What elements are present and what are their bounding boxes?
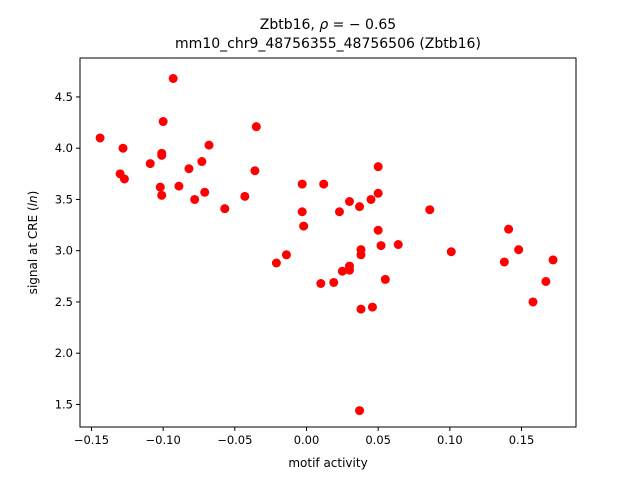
data-point [393, 240, 403, 250]
data-point [367, 302, 377, 312]
data-point [373, 188, 383, 198]
data-point [190, 194, 200, 204]
x-axis-label: motif activity [288, 456, 367, 470]
data-point [355, 406, 365, 416]
y-tick-label: 2.5 [55, 295, 73, 309]
y-tick-label: 3.5 [55, 192, 73, 206]
x-tick-label: 0.10 [437, 433, 463, 447]
data-point [95, 133, 105, 143]
data-point [119, 174, 129, 184]
data-point [499, 257, 509, 267]
data-point [251, 122, 261, 132]
y-axis-label: signal at CRE (ln) [26, 191, 40, 295]
y-tick-label: 4.0 [55, 141, 73, 155]
data-point [319, 179, 329, 189]
data-point [197, 157, 207, 167]
data-point [316, 279, 326, 288]
data-point [376, 241, 386, 251]
data-point [220, 204, 230, 214]
data-point [184, 164, 194, 174]
data-point [158, 117, 168, 127]
data-point [297, 179, 307, 189]
data-point [373, 225, 383, 235]
y-tick-label: 1.5 [55, 397, 73, 411]
data-point [204, 140, 214, 150]
x-tick-label: 0.05 [365, 433, 391, 447]
data-point [281, 250, 291, 260]
data-point [541, 276, 551, 286]
y-tick-label: 2.0 [55, 346, 73, 360]
data-point [345, 265, 355, 275]
plot-frame [79, 57, 577, 428]
data-point [356, 250, 366, 260]
data-point [297, 207, 307, 217]
data-point [271, 258, 281, 268]
data-point [373, 162, 383, 172]
axis-ticks: −0.15 −0.10 −0.05 0.00 0.05 0.10 0.15 1.5 2.0 2.5… [55, 90, 535, 447]
data-point [446, 247, 456, 257]
data-point [334, 207, 344, 217]
x-tick-label: 0.15 [509, 433, 535, 447]
x-tick-label: −0.10 [146, 433, 181, 447]
data-point [366, 194, 376, 204]
data-point [155, 182, 165, 192]
data-point [118, 143, 128, 153]
chart-title-line1: Zbtb16, ρ = − 0.65 [260, 17, 396, 33]
data-point [200, 187, 210, 197]
data-point [145, 159, 155, 169]
y-tick-label: 3.0 [55, 244, 73, 258]
chart-title-line2: mm10_chr9_48756355_48756506 (Zbtb16) [175, 36, 481, 52]
data-point [355, 202, 365, 212]
data-point [157, 190, 167, 200]
data-point [240, 191, 250, 201]
data-point [329, 277, 339, 287]
data-point [250, 166, 260, 176]
data-point [548, 255, 558, 265]
x-tick-label: −0.15 [74, 433, 109, 447]
data-point [299, 221, 309, 231]
data-point [425, 205, 435, 215]
data-point [356, 304, 366, 314]
data-point [345, 197, 355, 206]
data-point [380, 274, 390, 284]
data-point [514, 245, 524, 255]
x-tick-label: −0.05 [217, 433, 252, 447]
data-point [168, 74, 178, 83]
y-tick-label: 4.5 [55, 90, 73, 104]
data-point [157, 148, 167, 158]
data-point [528, 297, 538, 307]
x-tick-label: 0.00 [294, 433, 320, 447]
data-point [174, 181, 184, 191]
data-points [95, 74, 558, 416]
data-point [337, 266, 347, 276]
data-point [504, 224, 514, 234]
